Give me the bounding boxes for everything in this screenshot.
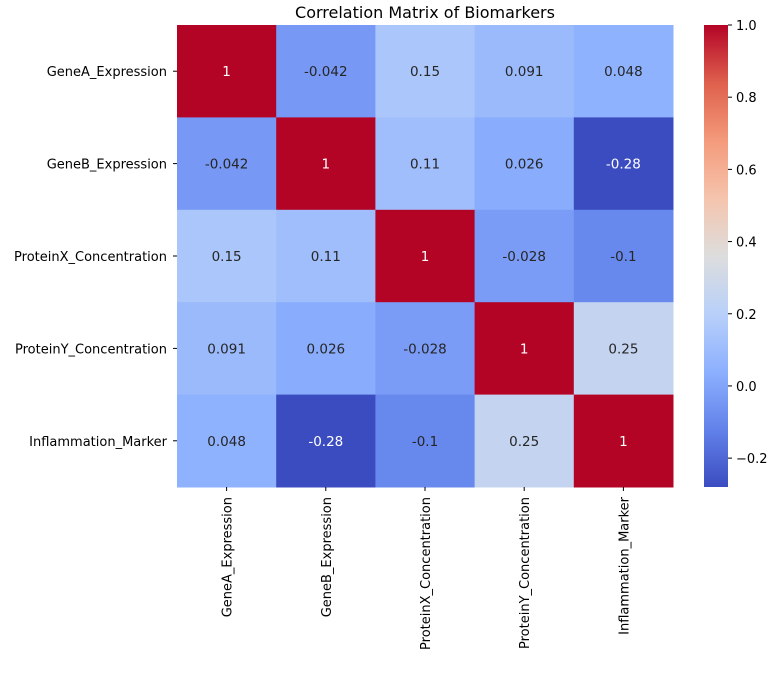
- heatmap-cell: [375, 25, 476, 118]
- heatmap-cell: [573, 209, 674, 303]
- cell-annotation: -0.28: [606, 157, 641, 173]
- cell-annotation: -0.1: [412, 434, 438, 450]
- heatmap-cell: [177, 302, 277, 396]
- colorbar-tick-label: 0.0: [736, 380, 757, 395]
- cell-annotation: 0.11: [311, 249, 341, 265]
- heatmap-cell: [573, 302, 674, 396]
- cell-annotation: -0.1: [610, 249, 636, 265]
- heatmap-cell: [177, 209, 277, 303]
- colorbar-tick-label: 0.8: [736, 91, 757, 106]
- row-label: GeneB_Expression: [47, 158, 167, 173]
- heatmap-cell: [276, 117, 376, 211]
- cell-annotation: 0.091: [505, 64, 544, 80]
- heatmap-cells: 1 -0.042 0.15 0.091 0.048 -0.042 1 0.11 0.026 -0.…: [177, 25, 674, 488]
- cell-annotation: -0.28: [308, 434, 343, 450]
- row-labels: GeneA_Expression GeneB_Expression ProteinX…: [14, 65, 177, 450]
- cell-annotation: 0.25: [608, 341, 638, 357]
- column-label: ProteinX_Concentration: [419, 497, 434, 650]
- cell-annotation: 1: [222, 64, 231, 80]
- heatmap-cell: [375, 394, 476, 488]
- heatmap-cell: [375, 117, 476, 211]
- column-labels: GeneA_Expression GeneB_Expression ProteinX…: [221, 487, 632, 650]
- cell-annotation: -0.028: [403, 341, 447, 357]
- heatmap-cell: [474, 302, 575, 396]
- cell-annotation: 0.026: [306, 341, 345, 357]
- column-label: GeneA_Expression: [221, 497, 236, 617]
- cell-annotation: 0.048: [604, 64, 643, 80]
- cell-annotation: 0.15: [212, 249, 242, 265]
- heatmap-cell: [573, 25, 674, 118]
- heatmap-cell: [573, 117, 674, 211]
- row-label: Inflammation_Marker: [29, 435, 168, 450]
- chart-title: Correlation Matrix of Biomarkers: [295, 3, 555, 22]
- cell-annotation: 0.091: [207, 341, 246, 357]
- cell-annotation: 1: [421, 249, 430, 265]
- cell-annotation: 0.048: [207, 434, 246, 450]
- heatmap-cell: [474, 117, 575, 211]
- heatmap-cell: [276, 25, 376, 118]
- column-label: Inflammation_Marker: [617, 496, 632, 635]
- cell-annotation: 0.15: [410, 64, 440, 80]
- colorbar: −0.2 0.0 0.2 0.4 0.6 0.8 1.0: [704, 19, 768, 487]
- row-label: ProteinY_Concentration: [15, 342, 167, 357]
- column-label: GeneB_Expression: [320, 497, 335, 617]
- cell-annotation: 1: [520, 341, 529, 357]
- heatmap-cell: [474, 209, 575, 303]
- cell-annotation: 0.11: [410, 157, 440, 173]
- colorbar-tick-label: −0.2: [736, 452, 768, 467]
- cell-annotation: 1: [619, 434, 628, 450]
- colorbar-tick-label: 1.0: [736, 19, 757, 34]
- heatmap-cell: [474, 25, 575, 118]
- colorbar-gradient: [704, 25, 728, 487]
- cell-annotation: 0.25: [509, 434, 539, 450]
- cell-annotation: -0.042: [205, 157, 249, 173]
- cell-annotation: 0.026: [505, 157, 544, 173]
- row-label: GeneA_Expression: [47, 65, 167, 80]
- heatmap-cell: [375, 302, 476, 396]
- column-label: ProteinY_Concentration: [518, 497, 533, 649]
- heatmap-cell: [276, 302, 376, 396]
- colorbar-tick-label: 0.2: [736, 308, 757, 323]
- heatmap-cell: [276, 394, 376, 488]
- cell-annotation: -0.028: [502, 249, 546, 265]
- heatmap-cell: [375, 209, 476, 303]
- heatmap-cell: [177, 25, 277, 118]
- heatmap-cell: [474, 394, 575, 488]
- heatmap-cell: [276, 209, 376, 303]
- cell-annotation: 1: [322, 157, 331, 173]
- cell-annotation: -0.042: [304, 64, 348, 80]
- row-label: ProteinX_Concentration: [14, 250, 167, 265]
- heatmap-cell: [177, 117, 277, 211]
- heatmap-cell: [177, 394, 277, 488]
- heatmap-cell: [573, 394, 674, 488]
- colorbar-tick-label: 0.4: [736, 236, 757, 251]
- colorbar-tick-label: 0.6: [736, 163, 757, 178]
